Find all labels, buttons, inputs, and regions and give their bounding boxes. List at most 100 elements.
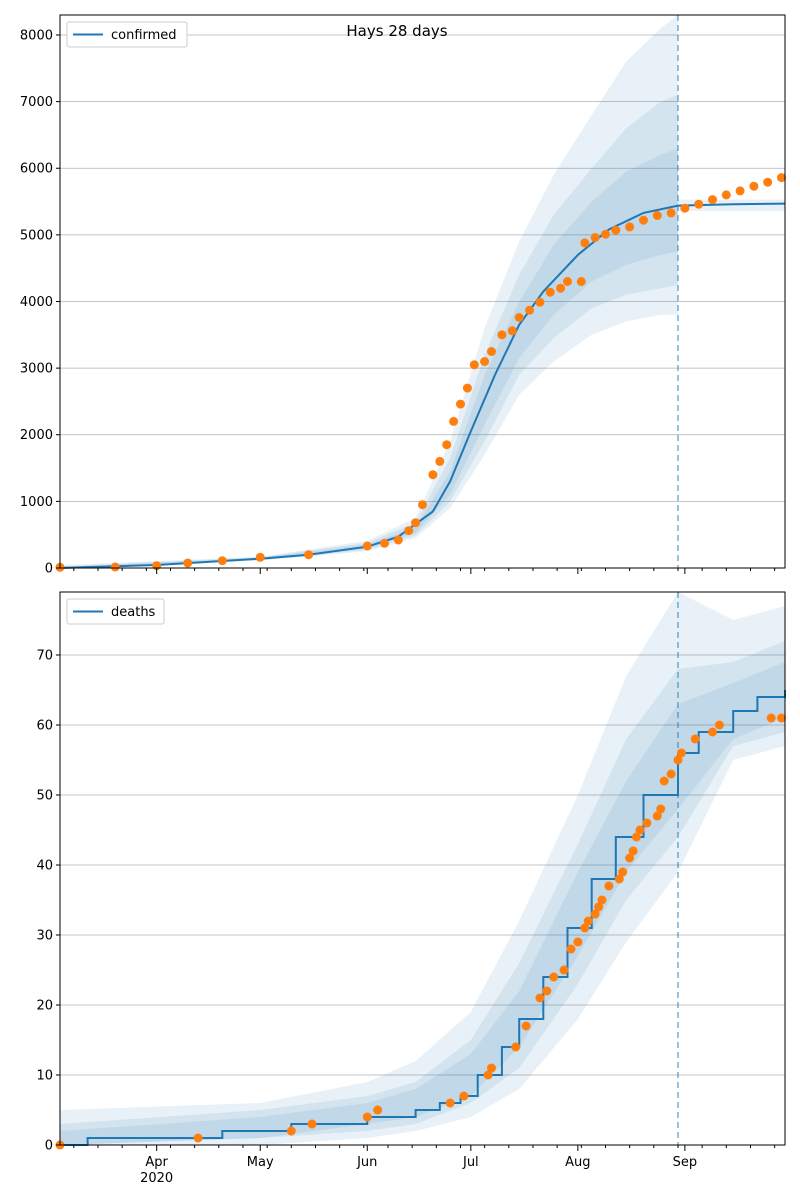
observed-point [411,518,421,528]
uncertainty-band [678,199,785,211]
observed-point [632,832,641,842]
observed-point [442,440,452,450]
observed-point [542,986,552,996]
observed-point [676,748,686,758]
observed-point [652,811,662,821]
observed-point [535,297,545,307]
observed-point [373,1105,383,1115]
observed-point [618,867,628,877]
observed-point [673,755,683,765]
uncertainty-band [60,662,785,1145]
observed-point [183,558,193,568]
observed-point [217,556,227,566]
observed-point [573,937,583,947]
observed-point [380,538,389,548]
observed-point [487,1063,496,1073]
observed-point [721,190,731,200]
series-line-confirmed [59,202,786,569]
observed-point [449,416,459,426]
observed-point [576,277,586,286]
observed-point [462,383,472,393]
observed-point [483,1070,493,1080]
y-tick-label: 7000 [20,95,53,110]
plot-frame [59,591,786,1146]
legend: deaths [66,598,165,625]
y-tick-label: 10 [36,1069,53,1084]
observed-point [193,1133,203,1143]
observed-point [749,181,759,191]
observed-point [286,1126,296,1136]
confirmed-panel: 0 1000 2000 3000 4000 5000 6000 7000 8000 Hays 2… [20,14,786,577]
observed-point [690,734,700,744]
observed-point [611,225,621,235]
observed-point [110,562,120,572]
observed-point [659,776,669,786]
observed-point [307,1119,317,1129]
x-tick-label: May [247,1155,274,1170]
observed-point [563,277,572,286]
observed-point [604,881,614,891]
observed-point [656,804,666,814]
uncertainty-band [60,95,678,568]
observed-point [580,238,590,248]
y-tick-label: 4000 [20,295,53,310]
x-tick-label: Sep [673,1155,698,1170]
legend-label: confirmed [111,28,177,43]
observed-point [445,1098,455,1108]
observed-point [469,360,479,370]
observed-point [525,305,534,315]
series-line-deaths [60,690,786,1146]
observed-point [583,916,593,926]
observed-point [418,500,427,510]
observed-point [459,1091,469,1101]
uncertainty-band [60,148,678,569]
observed-point [777,173,786,183]
x-tick-label: Jul [462,1155,479,1170]
y-tick-label: 0 [45,1139,53,1154]
observed-point [625,222,635,232]
observed-point [580,923,590,933]
legend: confirmed [66,21,188,48]
observed-point [652,211,662,220]
observed-point [255,552,265,562]
y-tick-label: 30 [36,929,53,944]
x-tick-label: Jun [356,1155,377,1170]
observed-point [362,1112,372,1122]
observed-point [666,769,676,779]
observed-point [635,825,645,835]
observed-point [614,874,624,884]
y-tick-label: 1000 [20,495,53,510]
observed-point [777,713,786,723]
observed-point [428,470,438,480]
y-tick-label: 20 [36,999,53,1014]
observed-point [507,326,517,336]
x-tick-label: Apr [145,1155,168,1170]
y-tick-label: 0 [45,562,53,577]
observed-point [590,909,600,919]
observed-point [594,902,604,912]
observed-point [590,233,600,242]
plot-frame [59,14,786,569]
y-tick-label: 6000 [20,162,53,177]
observed-point [545,287,555,297]
observed-point [559,965,569,975]
observed-point [497,330,507,340]
observed-point [511,1042,521,1052]
observed-point [514,313,524,322]
y-tick-label: 40 [36,859,53,874]
observed-point [362,541,372,551]
observed-point [435,456,445,466]
observed-point [404,526,414,536]
y-tick-label: 50 [36,789,53,804]
y-tick-label: 70 [36,649,53,664]
observed-point [597,895,607,905]
observed-point [763,177,773,187]
x-year-label: 2020 [140,1171,173,1186]
uncertainty-band [60,592,785,1145]
observed-point [393,535,403,545]
observed-point [456,399,465,409]
observed-point [735,186,745,196]
chart-title: Hays 28 days [346,22,447,40]
observed-point [628,846,638,856]
